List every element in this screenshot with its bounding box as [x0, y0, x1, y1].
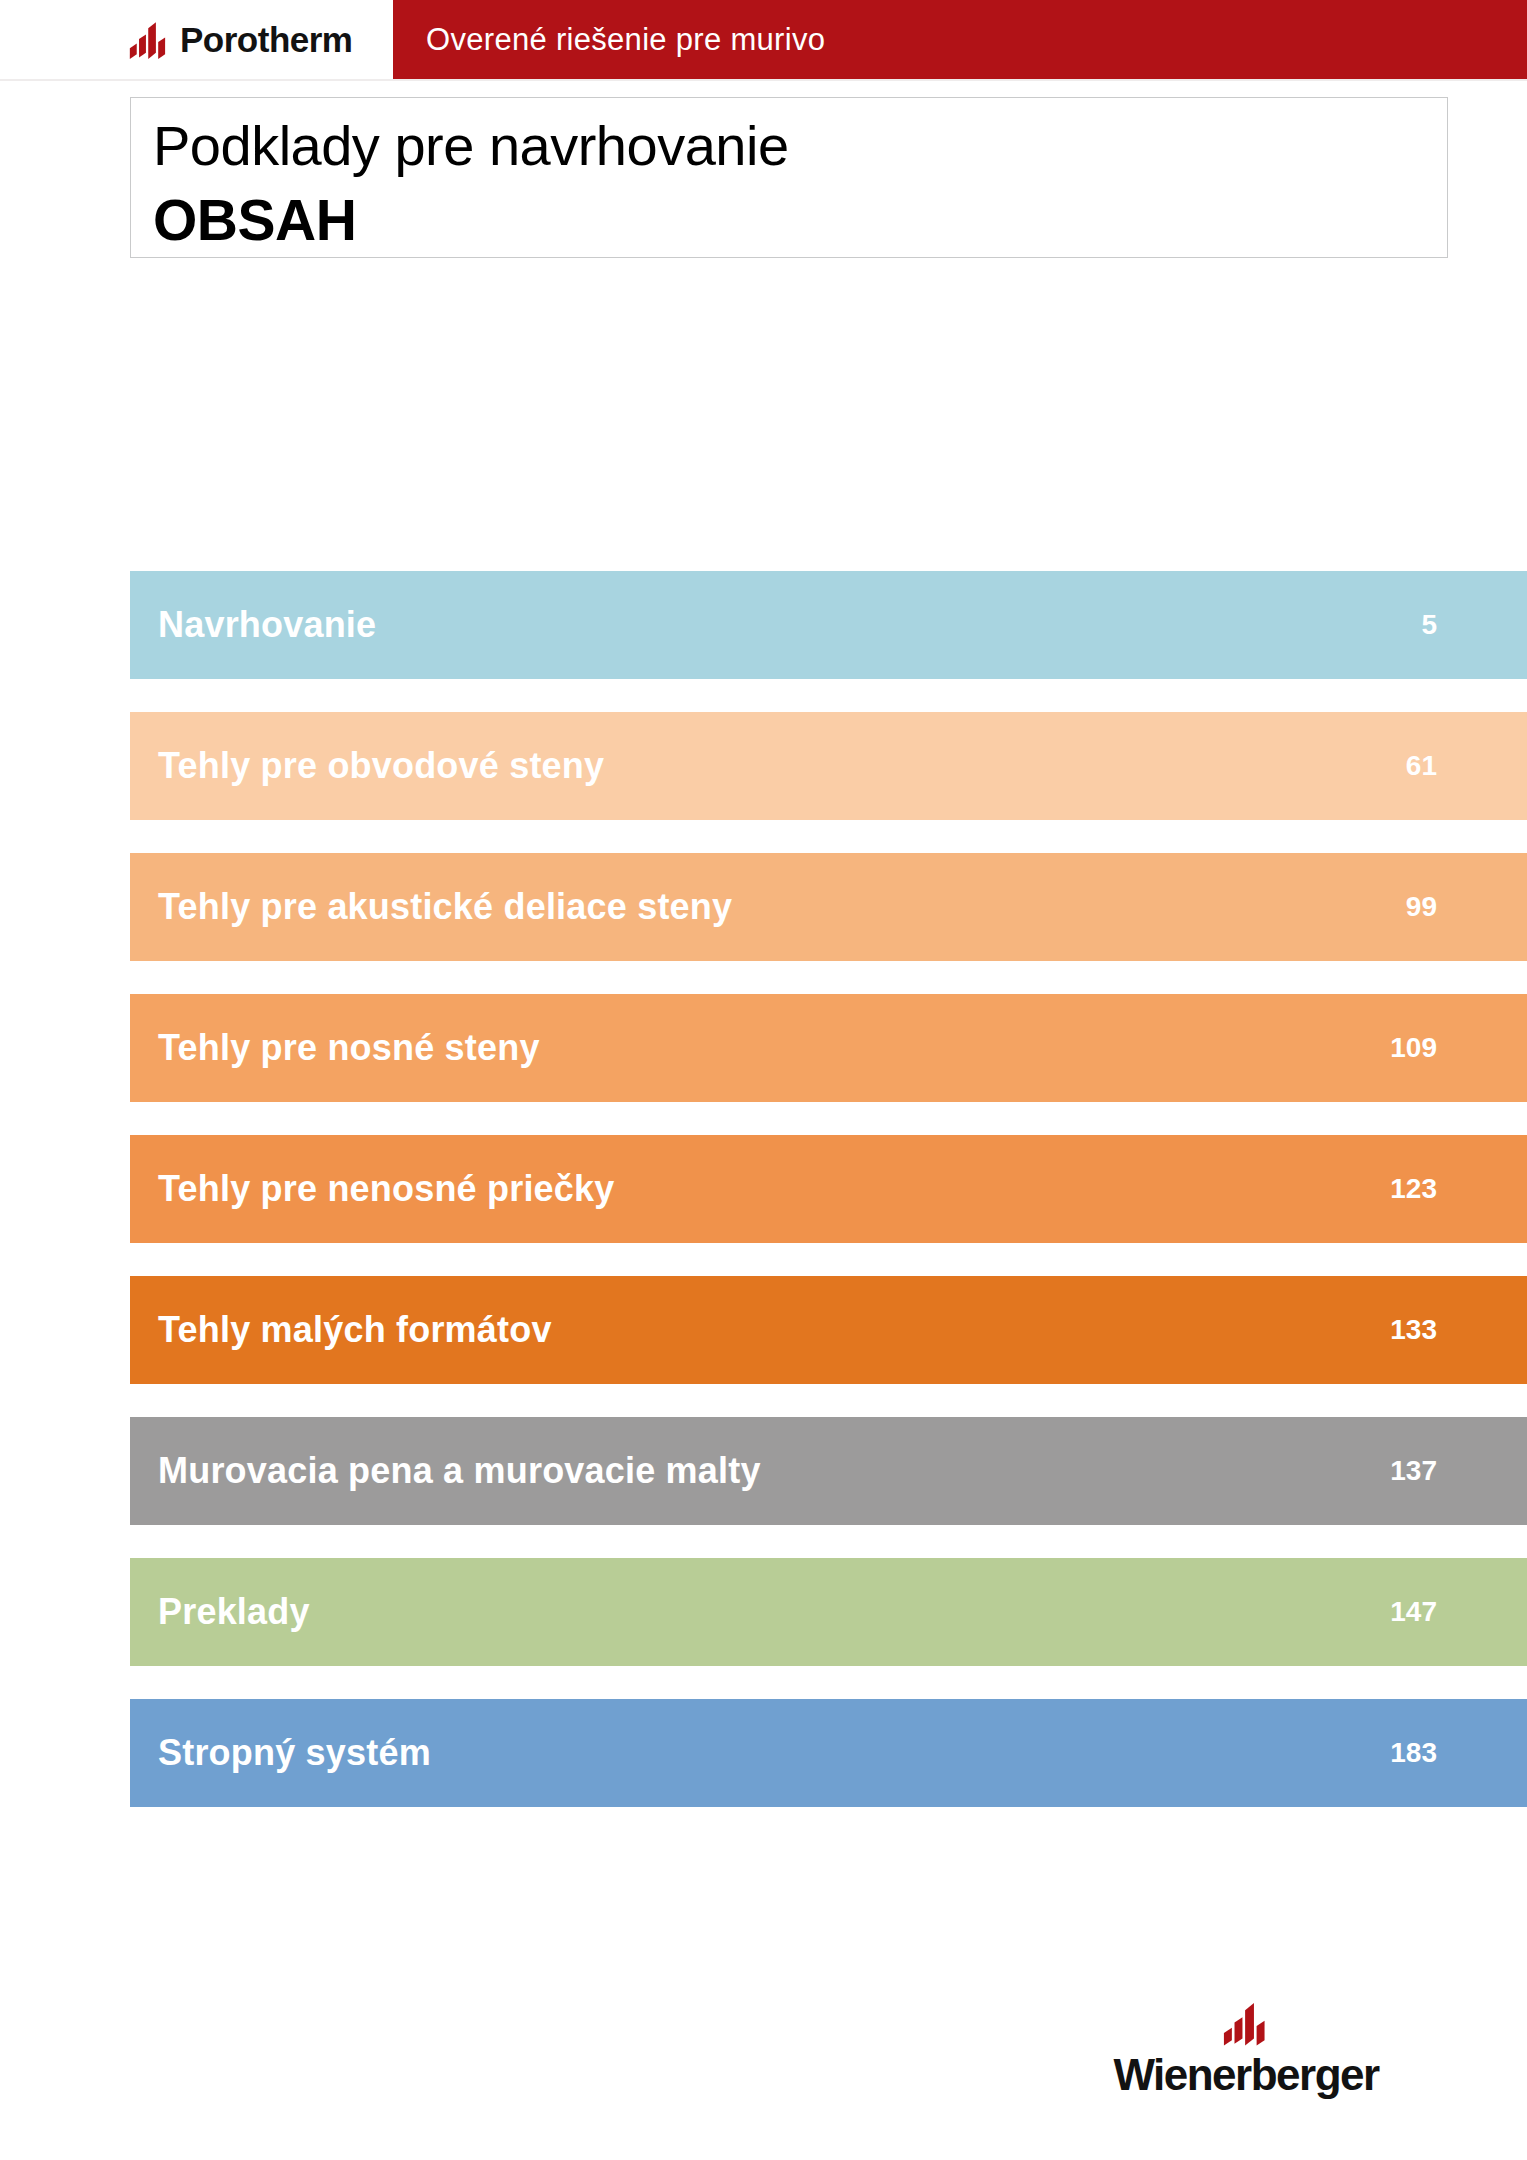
toc-item-page: 183 [1390, 1737, 1437, 1769]
wienerberger-logo-text: Wienerberger [1113, 2050, 1378, 2100]
toc-item-tehly-pre-nosne-steny[interactable]: Tehly pre nosné steny 109 [130, 994, 1527, 1102]
porotherm-logo-text: Porotherm [180, 20, 352, 60]
toc-item-tehly-malych-formatov[interactable]: Tehly malých formátov 133 [130, 1276, 1527, 1384]
toc-item-label: Stropný systém [158, 1732, 431, 1774]
toc-item-tehly-pre-nenosne-priecky[interactable]: Tehly pre nenosné priečky 123 [130, 1135, 1527, 1243]
header-banner: Overené riešenie pre murivo [393, 0, 1527, 79]
header-divider [0, 79, 1527, 81]
toc-item-page: 61 [1406, 750, 1437, 782]
page-title: OBSAH [153, 182, 1447, 258]
header-banner-text: Overené riešenie pre murivo [393, 22, 825, 58]
toc-item-label: Tehly malých formátov [158, 1309, 552, 1351]
wienerberger-flame-icon [1222, 1996, 1270, 2049]
toc-item-stropny-system[interactable]: Stropný systém 183 [130, 1699, 1527, 1807]
toc-item-page: 133 [1390, 1314, 1437, 1346]
porotherm-logo: Porotherm [128, 0, 352, 79]
document-title: Podklady pre navrhovanie [153, 110, 1447, 182]
toc-item-label: Tehly pre akustické deliace steny [158, 886, 732, 928]
toc-item-tehly-pre-obvodove-steny[interactable]: Tehly pre obvodové steny 61 [130, 712, 1527, 820]
toc-item-label: Tehly pre obvodové steny [158, 745, 604, 787]
toc-item-page: 5 [1421, 609, 1437, 641]
toc-item-murovacia-pena-a-murovacie-malty[interactable]: Murovacia pena a murovacie malty 137 [130, 1417, 1527, 1525]
toc-item-preklady[interactable]: Preklady 147 [130, 1558, 1527, 1666]
porotherm-flame-icon [128, 16, 170, 62]
wienerberger-logo: Wienerberger [1100, 1996, 1392, 2100]
toc-item-label: Navrhovanie [158, 604, 376, 646]
toc-item-label: Murovacia pena a murovacie malty [158, 1450, 761, 1492]
toc-item-page: 109 [1390, 1032, 1437, 1064]
toc-item-tehly-pre-akusticke-deliace-steny[interactable]: Tehly pre akustické deliace steny 99 [130, 853, 1527, 961]
toc-item-label: Tehly pre nenosné priečky [158, 1168, 615, 1210]
toc-item-label: Tehly pre nosné steny [158, 1027, 540, 1069]
table-of-contents: Navrhovanie 5 Tehly pre obvodové steny 6… [130, 571, 1527, 1840]
toc-item-label: Preklady [158, 1591, 310, 1633]
title-box: Podklady pre navrhovanie OBSAH [130, 97, 1448, 258]
toc-item-navrhovanie[interactable]: Navrhovanie 5 [130, 571, 1527, 679]
toc-item-page: 147 [1390, 1596, 1437, 1628]
toc-item-page: 123 [1390, 1173, 1437, 1205]
toc-item-page: 99 [1406, 891, 1437, 923]
toc-item-page: 137 [1390, 1455, 1437, 1487]
